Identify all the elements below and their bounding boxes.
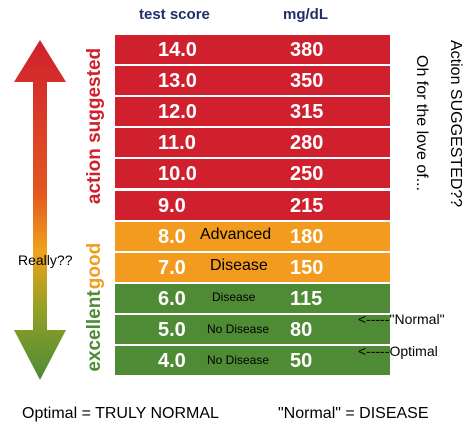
row-note: Advanced [200,225,272,243]
mgdl-cell: 350 [290,70,324,93]
really-annotation: Really?? [18,252,73,268]
table-row: 10.0 250 [115,159,390,189]
header-test-score: test score [139,6,210,23]
table-row: 14.0 380 [115,35,390,64]
score-cell: 9.0 [158,194,186,217]
row-note: No Disease [207,321,270,336]
vertical-annotation-action: Action SUGGESTED?? [447,40,464,208]
score-cell: 4.0 [158,350,186,372]
mgdl-cell: 80 [290,318,313,341]
table-row: 5.0 80 No Disease [115,314,390,344]
table-row: 7.0 150 Disease [115,252,390,282]
row-note: Disease [212,289,256,304]
table-row: 4.0 50 No Disease [115,346,390,375]
side-label-excellent: excellent [84,290,105,372]
row-note: No Disease [207,353,270,367]
footer-optimal: Optimal = TRULY NORMAL [22,405,219,422]
table-row: 13.0 350 [115,66,390,96]
table-row: 6.0 115 Disease [115,283,390,313]
mgdl-cell: 180 [290,225,324,248]
table-row: 9.0 215 [115,190,390,220]
mgdl-cell: 315 [290,101,324,124]
mgdl-cell: 50 [290,350,313,372]
table-row: 8.0 180 Advanced [115,221,390,251]
score-cell: 12.0 [158,101,197,124]
arrow-shape [14,40,66,380]
score-cell: 8.0 [158,225,186,248]
table-row: 12.0 315 [115,97,390,127]
header-mgdl: mg/dL [283,6,328,23]
row-note: Disease [210,256,268,274]
score-cell: 13.0 [158,70,197,93]
table-row: 11.0 280 [115,128,390,158]
mgdl-cell: 215 [290,194,324,217]
score-cell: 6.0 [158,287,186,310]
mgdl-cell: 280 [290,132,324,155]
score-cell: 14.0 [158,39,197,61]
mgdl-cell: 150 [290,256,324,279]
normal-arrow-annotation: <-----"Normal" [358,311,445,327]
score-cell: 7.0 [158,256,186,279]
side-label-action-suggested: action suggested [84,47,105,205]
score-cell: 5.0 [158,318,186,341]
vertical-annotation-love: Oh for the love of... [413,55,430,192]
mgdl-cell: 250 [290,163,324,186]
optimal-arrow-annotation: <-----Optimal [358,343,438,359]
mgdl-cell: 380 [290,39,324,61]
score-cell: 11.0 [158,132,196,155]
score-cell: 10.0 [158,163,197,186]
mgdl-cell: 115 [290,287,323,310]
gradient-double-arrow [14,40,66,380]
footer-normal: "Normal" = DISEASE [278,405,429,422]
